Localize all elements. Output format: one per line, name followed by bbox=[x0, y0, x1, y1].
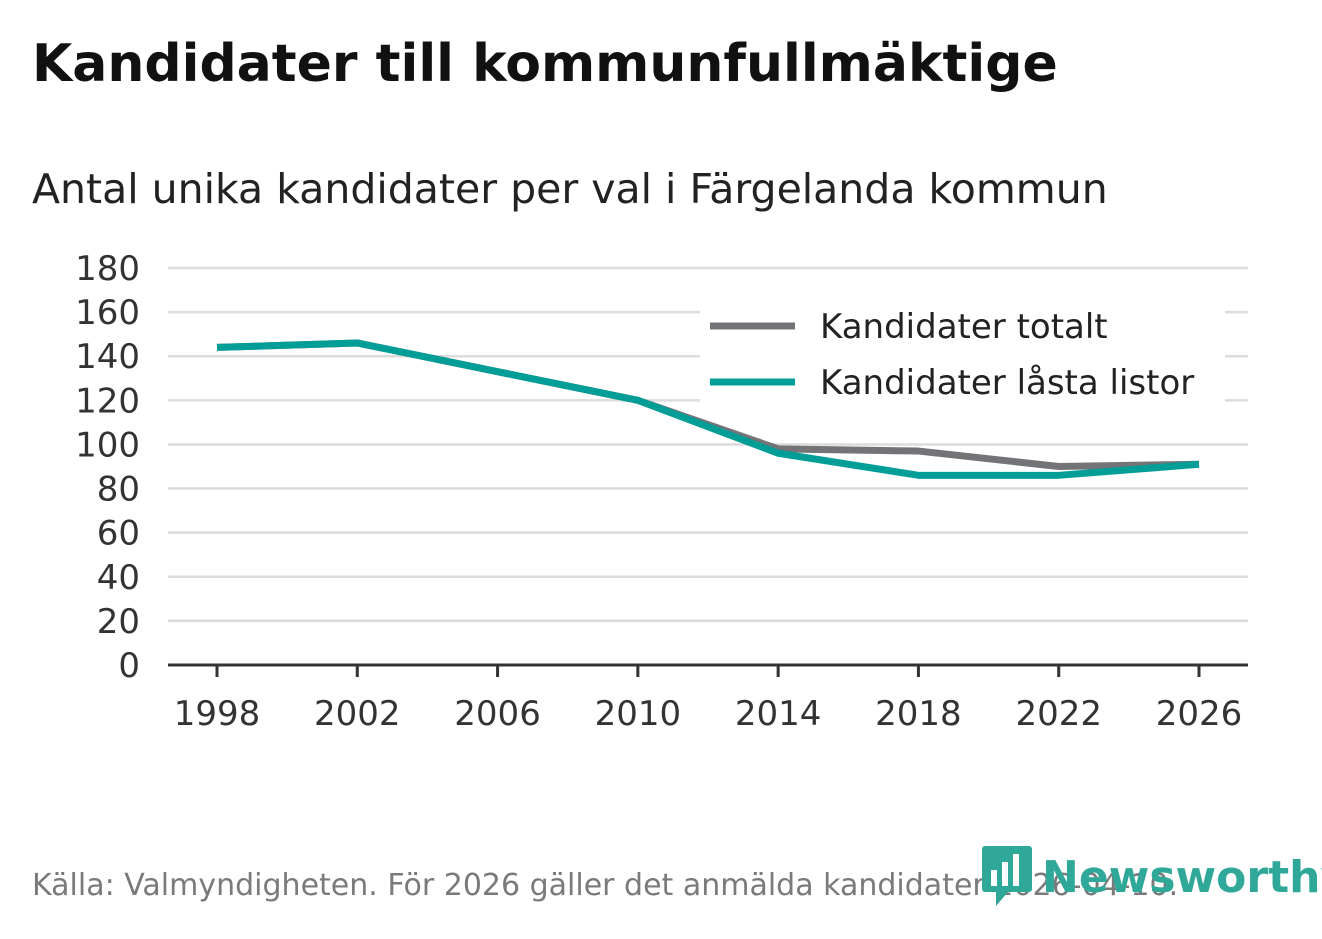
x-tick-label: 1998 bbox=[174, 694, 261, 734]
x-axis-ticks: 1998 2002 2006 2010 2014 2018 2022 2026 bbox=[174, 665, 1243, 734]
y-tick-label: 180 bbox=[75, 249, 140, 289]
brand-logo: Newsworthy bbox=[982, 846, 1322, 908]
newsworthy-logo-icon bbox=[982, 846, 1032, 906]
legend: Kandidater totalt Kandidater låsta listor bbox=[700, 298, 1225, 408]
x-tick-label: 2002 bbox=[314, 694, 401, 734]
y-tick-label: 40 bbox=[97, 558, 140, 598]
series-lines bbox=[216, 339, 1200, 479]
y-tick-label: 140 bbox=[75, 337, 140, 377]
x-tick-label: 2018 bbox=[875, 694, 962, 734]
legend-background bbox=[700, 298, 1225, 408]
series-line-2 bbox=[216, 339, 1200, 479]
y-tick-label: 0 bbox=[118, 646, 140, 686]
x-tick-label: 2026 bbox=[1156, 694, 1243, 734]
y-tick-label: 120 bbox=[75, 381, 140, 421]
x-tick-label: 2022 bbox=[1015, 694, 1102, 734]
x-tick-label: 2010 bbox=[595, 694, 682, 734]
y-tick-label: 20 bbox=[97, 602, 140, 642]
x-tick-label: 2006 bbox=[454, 694, 541, 734]
y-tick-label: 80 bbox=[97, 470, 140, 510]
x-tick-label: 2014 bbox=[735, 694, 822, 734]
legend-label: Kandidater totalt bbox=[820, 307, 1108, 347]
brand-name: Newsworthy bbox=[1042, 851, 1322, 903]
chart-title: Kandidater till kommunfullmäktige bbox=[32, 34, 1058, 94]
chart-subtitle: Antal unika kandidater per val i Färgela… bbox=[32, 165, 1108, 213]
y-tick-label: 160 bbox=[75, 293, 140, 333]
legend-label: Kandidater låsta listor bbox=[820, 363, 1194, 403]
y-tick-label: 60 bbox=[97, 514, 140, 554]
y-tick-label: 100 bbox=[75, 425, 140, 465]
